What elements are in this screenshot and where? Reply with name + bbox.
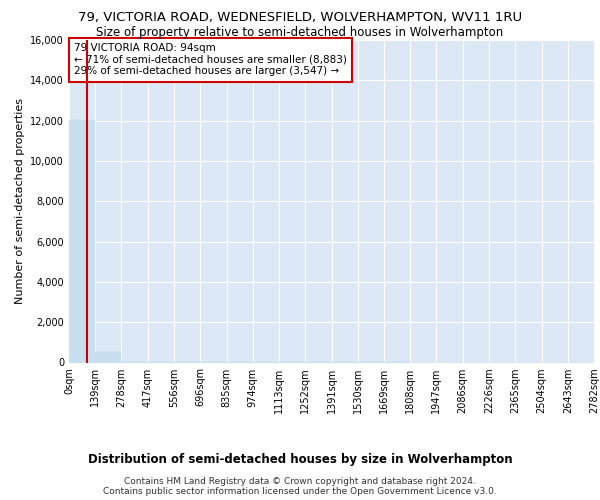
Text: 79 VICTORIA ROAD: 94sqm
← 71% of semi-detached houses are smaller (8,883)
29% of: 79 VICTORIA ROAD: 94sqm ← 71% of semi-de… — [74, 43, 347, 76]
Y-axis label: Number of semi-detached properties: Number of semi-detached properties — [15, 98, 25, 304]
Text: 79, VICTORIA ROAD, WEDNESFIELD, WOLVERHAMPTON, WV11 1RU: 79, VICTORIA ROAD, WEDNESFIELD, WOLVERHA… — [78, 11, 522, 24]
Bar — [95, 352, 121, 362]
Bar — [69, 120, 95, 362]
Text: Size of property relative to semi-detached houses in Wolverhampton: Size of property relative to semi-detach… — [97, 26, 503, 39]
Text: Contains HM Land Registry data © Crown copyright and database right 2024.
Contai: Contains HM Land Registry data © Crown c… — [103, 476, 497, 496]
Text: Distribution of semi-detached houses by size in Wolverhampton: Distribution of semi-detached houses by … — [88, 453, 512, 466]
